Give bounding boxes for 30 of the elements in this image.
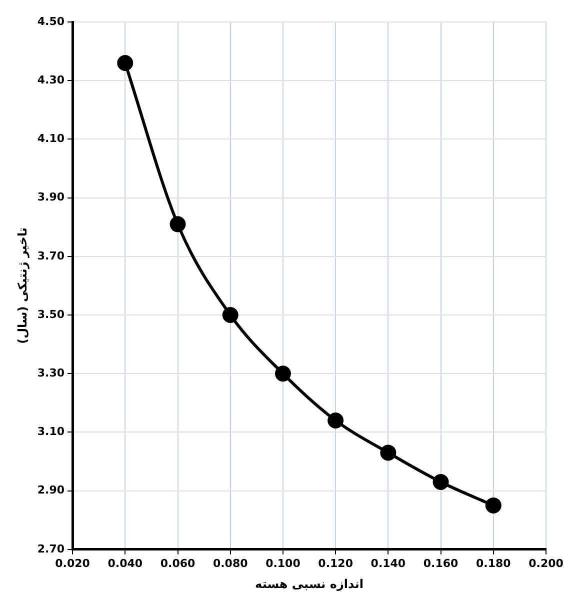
point	[485, 497, 502, 514]
y-tick-label: 3.10	[37, 425, 65, 438]
x-tick-label: 0.100	[266, 556, 301, 570]
x-axis-title: اندازه نسبی هسته	[255, 576, 364, 591]
point	[432, 474, 449, 490]
x-tick-label: 0.080	[212, 556, 248, 570]
x-tick-label: 0.120	[318, 556, 354, 570]
y-tick-label: 3.90	[37, 190, 65, 204]
x-tick-label: 0.060	[160, 556, 196, 570]
y-axis-title: تاخیر ژنتیکی (سال)	[15, 227, 30, 344]
x-tick-label: 0.200	[528, 556, 564, 570]
y-tick-label: 3.70	[37, 249, 65, 262]
y-tick-label: 3.50	[37, 308, 65, 321]
y-tick-label: 2.90	[37, 484, 65, 497]
x-tick-label: 0.020	[55, 556, 90, 570]
y-tick-label: 4.10	[37, 132, 65, 146]
y-tick-label: 4.50	[37, 14, 65, 28]
y-tick-label: 3.30	[37, 366, 65, 380]
x-tick-label: 0.140	[370, 556, 406, 570]
point	[117, 55, 134, 72]
x-tick-label: 0.040	[108, 556, 143, 570]
y-tick-label: 2.70	[37, 542, 65, 556]
x-tick-label: 0.180	[476, 556, 512, 570]
point	[380, 444, 396, 461]
point	[328, 412, 344, 428]
x-tick-label: 0.160	[423, 556, 459, 570]
point	[274, 366, 291, 382]
point	[170, 216, 186, 232]
y-tick-label: 4.30	[37, 73, 65, 86]
point	[222, 307, 238, 323]
